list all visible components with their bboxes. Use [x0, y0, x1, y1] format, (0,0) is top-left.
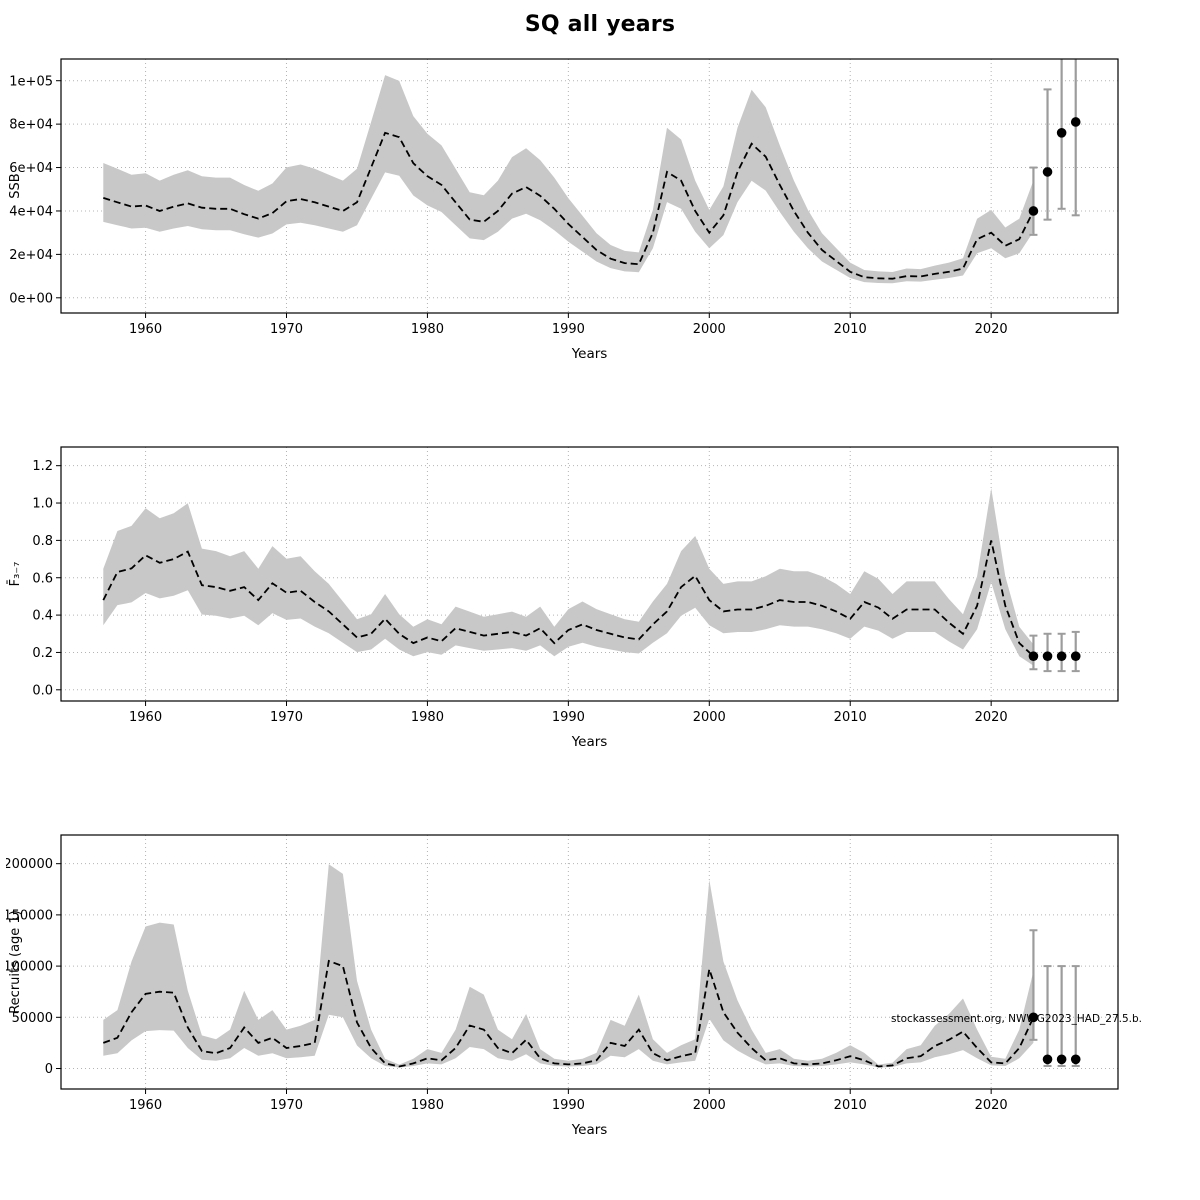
x-tick-label: 1960: [129, 710, 162, 725]
y-tick-label: 0.8: [32, 534, 53, 549]
x-tick-label: 1970: [270, 710, 303, 725]
forecast-point: [1028, 651, 1039, 661]
x-axis-label: Years: [571, 734, 608, 750]
estimate-line: [103, 131, 1035, 280]
panel-recruits: 1960 1970 1980 1990 2000 2010 2020 0 50000 100000…: [6, 827, 1200, 1157]
forecast-point: [1070, 651, 1081, 661]
forecast-point: [1028, 206, 1039, 216]
x-tick-label: 2000: [693, 1098, 726, 1113]
y-tick-label: 0.2: [32, 646, 53, 661]
y-tick-label: 100000: [6, 960, 53, 975]
y-tick-label: 50000: [12, 1011, 53, 1026]
y-tick-label: 150000: [6, 908, 53, 923]
x-axis-label: Years: [571, 346, 608, 362]
forecast-point: [1042, 167, 1053, 177]
forecast-point: [1042, 651, 1053, 661]
y-tick-label: 200000: [6, 857, 53, 872]
y-tick-label: 0.0: [32, 683, 53, 698]
x-tick-label: 1970: [270, 1098, 303, 1113]
confidence-band: [103, 864, 1034, 1068]
y-tick-label: 1e+05: [9, 74, 53, 89]
x-tick-label: 1960: [129, 1098, 162, 1113]
x-tick-label: 1980: [411, 1098, 444, 1113]
estimate-line: [102, 959, 1035, 1068]
y-tick-label: 1.0: [32, 497, 53, 512]
y-axis-label: F̄₃₋₇: [8, 562, 23, 587]
y-tick-label: 8e+04: [9, 118, 53, 133]
plot-frame: [60, 834, 1119, 1090]
panel-fbar: 1960 1970 1980 1990 2000 2010 2020 0.0 0.2 0.4 0.6…: [6, 439, 1200, 769]
forecast-point: [1056, 128, 1067, 138]
x-tick-label: 2000: [693, 322, 726, 337]
x-tick-label: 1970: [270, 322, 303, 337]
x-tick-label: 2010: [834, 322, 867, 337]
x-tick-label: 1990: [552, 710, 585, 725]
figure: SQ all years 1960 1970 1980 1990 2000 2010 202…: [6, 12, 1200, 1157]
estimate-line: [102, 540, 1035, 657]
forecast-point: [1070, 1054, 1081, 1065]
y-tick-label: 4e+04: [9, 205, 53, 220]
forecast-point: [1070, 117, 1081, 127]
confidence-band: [103, 488, 1034, 666]
confidence-band: [103, 75, 1034, 284]
recruits-chart: 1960 1970 1980 1990 2000 2010 2020 0 50000 100000…: [6, 834, 1142, 1138]
x-tick-label: 1980: [411, 710, 444, 725]
y-tick-label: 0: [45, 1062, 53, 1077]
fbar-chart: 1960 1970 1980 1990 2000 2010 2020 0.0 0.2 0.4 0.6…: [8, 446, 1119, 750]
y-axis-label: SSB: [8, 173, 23, 198]
plot-frame: [60, 58, 1119, 314]
y-tick-label: 2e+04: [9, 248, 53, 263]
forecast-point: [1056, 651, 1067, 661]
y-tick-label: 0.6: [32, 571, 53, 586]
y-tick-label: 0e+00: [9, 291, 53, 306]
figure-title: SQ all years: [524, 12, 676, 37]
plot-frame: [60, 446, 1119, 702]
ssb-chart: 1960 1970 1980 1990 2000 2010 2020 0e+00 2e+04 4e…: [8, 58, 1119, 362]
x-axis-label: Years: [571, 1122, 608, 1138]
x-tick-label: 2020: [975, 710, 1008, 725]
panel-ssb: 1960 1970 1980 1990 2000 2010 2020 0e+00 2e+04 4e…: [6, 51, 1200, 381]
x-tick-label: 2020: [975, 322, 1008, 337]
y-axis-label: Recruits (age 1): [8, 910, 23, 1014]
x-tick-label: 1960: [129, 322, 162, 337]
x-tick-label: 2000: [693, 710, 726, 725]
y-tick-label: 1.2: [32, 459, 53, 474]
forecast-point: [1056, 1054, 1067, 1065]
x-tick-label: 1990: [552, 1098, 585, 1113]
y-tick-label: 6e+04: [9, 161, 53, 176]
y-tick-label: 0.4: [32, 609, 53, 624]
forecast-point: [1042, 1054, 1053, 1065]
x-tick-label: 1980: [411, 322, 444, 337]
x-tick-label: 2020: [975, 1098, 1008, 1113]
watermark: stockassessment.org, NWWG2023_HAD_27.5.b…: [891, 1013, 1142, 1025]
x-tick-label: 1990: [552, 322, 585, 337]
forecast-point: [1028, 1012, 1039, 1023]
x-tick-label: 2010: [834, 1098, 867, 1113]
x-tick-label: 2010: [834, 710, 867, 725]
